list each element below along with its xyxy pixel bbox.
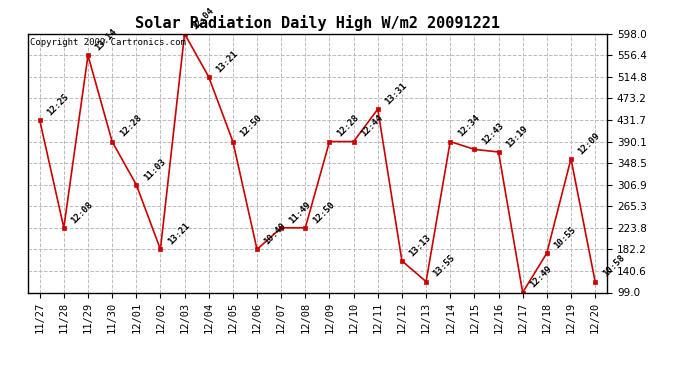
Text: 13:14: 13:14 [94, 27, 119, 52]
Text: 12:43: 12:43 [480, 121, 505, 147]
Text: 13:19: 13:19 [504, 124, 529, 149]
Text: 12:28: 12:28 [118, 113, 143, 139]
Text: 12:49: 12:49 [529, 264, 553, 290]
Text: 10:55: 10:55 [553, 225, 578, 251]
Text: 11:03: 11:03 [142, 156, 167, 182]
Text: 11:49: 11:49 [287, 200, 312, 225]
Text: 12:44: 12:44 [359, 113, 384, 139]
Text: 12:08: 12:08 [70, 200, 95, 225]
Text: 12:50: 12:50 [311, 200, 336, 225]
Text: Copyright 2009 Cartronics.com: Copyright 2009 Cartronics.com [30, 38, 186, 46]
Text: 12:34: 12:34 [456, 113, 481, 139]
Text: 13:21: 13:21 [215, 49, 239, 74]
Text: 10:58: 10:58 [601, 254, 626, 279]
Text: 10:40: 10:40 [263, 221, 288, 247]
Text: 12:25: 12:25 [46, 92, 70, 117]
Text: 13:21: 13:21 [166, 221, 191, 247]
Text: 12:50: 12:50 [239, 113, 264, 139]
Text: 13:55: 13:55 [432, 254, 457, 279]
Text: 12:28: 12:28 [335, 113, 360, 139]
Text: 12:09: 12:09 [577, 130, 602, 156]
Text: 13:13: 13:13 [408, 233, 433, 258]
Text: 12:04: 12:04 [190, 6, 215, 31]
Title: Solar Radiation Daily High W/m2 20091221: Solar Radiation Daily High W/m2 20091221 [135, 15, 500, 31]
Text: 13:31: 13:31 [384, 81, 408, 106]
